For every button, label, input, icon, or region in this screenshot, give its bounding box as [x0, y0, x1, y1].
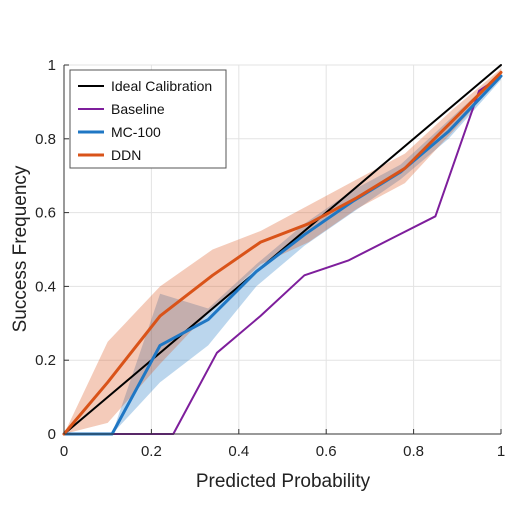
y-tick-label: 0.8: [35, 131, 56, 148]
y-tick-label: 0.2: [35, 352, 56, 369]
legend-label: MC-100: [111, 124, 161, 140]
x-tick-label: 0.2: [141, 443, 162, 460]
x-tick-label: 0.8: [403, 443, 424, 460]
line-baseline: [63, 75, 502, 435]
x-tick-label: 0: [60, 443, 68, 460]
x-axis-title: Predicted Probability: [196, 471, 371, 492]
y-tick-label: 0: [48, 426, 56, 443]
y-axis-title: Success Frequency: [10, 165, 31, 332]
y-tick-label: 0.4: [35, 278, 56, 295]
legend-label: Baseline: [111, 101, 165, 117]
y-tick-label: 0.6: [35, 205, 56, 222]
legend-label: Ideal Calibration: [111, 78, 212, 94]
line-ddn: [62, 70, 503, 436]
line-ideal-calibration: [63, 64, 502, 435]
legend: Ideal Calibration Baseline MC-100 DDN: [69, 69, 227, 169]
series-lines: [62, 64, 503, 436]
line-mc-100: [62, 74, 503, 436]
y-tick-label: 1: [48, 57, 56, 74]
x-tick-label: 1: [497, 443, 505, 460]
tick-labels: 0 0.2 0.4 0.6 0.8 1 0 0.2 0.4 0.6 0.8 1: [35, 57, 505, 460]
legend-label: DDN: [111, 147, 141, 163]
x-tick-label: 0.6: [316, 443, 337, 460]
axes: [63, 64, 502, 435]
x-tick-label: 0.4: [228, 443, 249, 460]
